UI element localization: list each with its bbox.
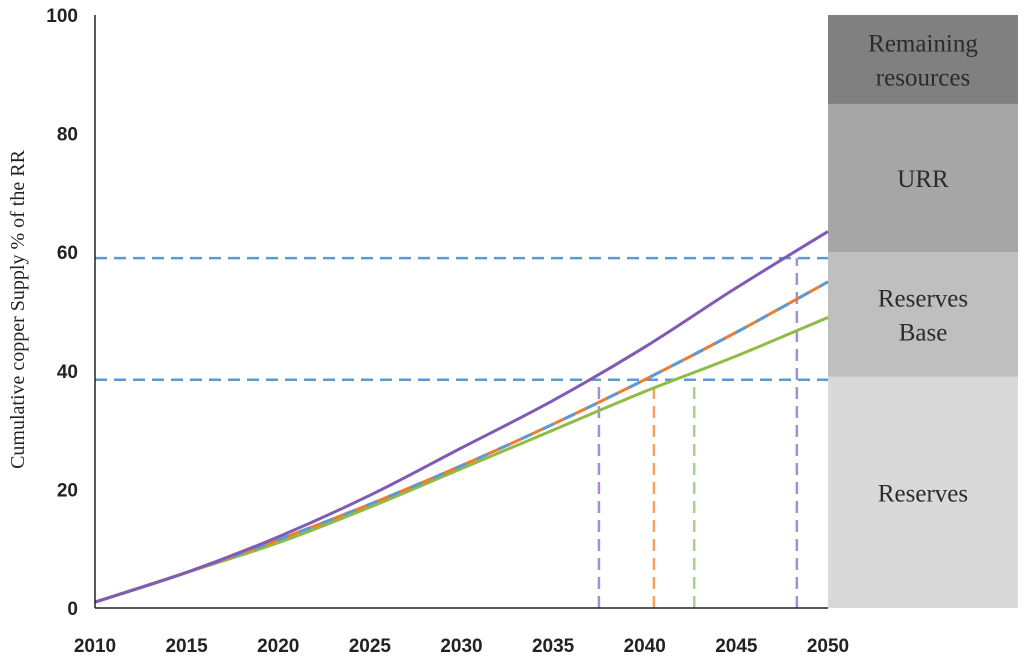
series-lines (94, 230, 829, 604)
x-tick-label: 2015 (165, 636, 208, 657)
band-3 (828, 15, 1018, 104)
axes (94, 15, 828, 609)
x-tick-label: 2030 (440, 636, 482, 657)
x-tick-label: 2035 (532, 636, 575, 657)
x-tick-label: 2020 (257, 636, 299, 657)
band-2 (828, 103, 1018, 253)
series-line-2 (94, 316, 829, 604)
reference-lines (95, 256, 828, 608)
band-label-3-1: resources (876, 64, 970, 91)
x-tick-label: 2050 (807, 636, 849, 657)
band-label-1-0: Reserves (878, 285, 968, 312)
x-tick-label: 2040 (624, 636, 666, 657)
x-tick-label: 2025 (349, 636, 392, 657)
y-tick-label: 40 (57, 362, 78, 383)
y-tick-label: 80 (57, 125, 78, 146)
band-0 (828, 376, 1018, 608)
y-tick-label: 100 (46, 6, 78, 27)
x-tick-label: 2045 (715, 636, 758, 657)
resource-bands: Reserves Reserves Base URR Remaining resource… (828, 15, 1018, 608)
series-line-0 (94, 230, 829, 604)
band-label-2-0: URR (897, 166, 949, 193)
y-axis-label: Cumulative copper Supply % of the RR (7, 149, 29, 469)
y-tick-label: 60 (57, 243, 78, 264)
x-tick-label: 2010 (74, 636, 116, 657)
tick-labels: 2010 2015 2020 2025 2030 2035 2040 2045 20500204… (46, 6, 849, 657)
y-tick-label: 0 (67, 599, 78, 620)
band-label-0-0: Reserves (878, 480, 968, 507)
band-label-3-0: Remaining (868, 30, 978, 57)
band-1 (828, 252, 1018, 377)
series-line-1-dash (94, 280, 829, 604)
series-line-1 (94, 280, 829, 604)
band-label-1-1: Base (899, 319, 948, 346)
y-tick-label: 20 (57, 480, 78, 501)
